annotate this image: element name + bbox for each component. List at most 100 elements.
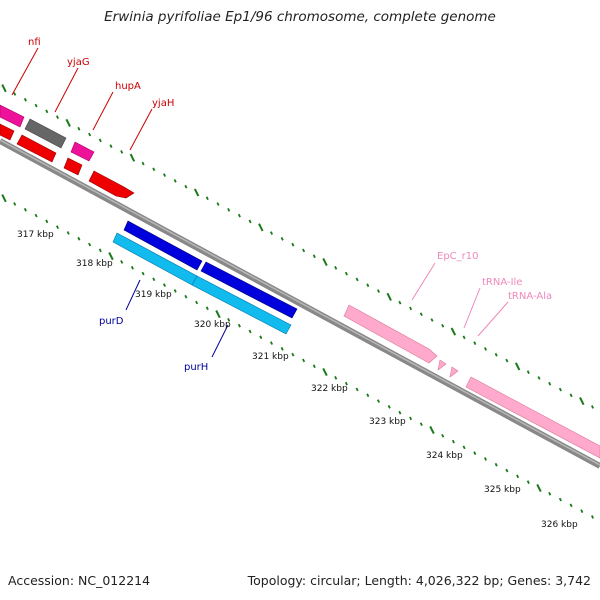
leader-purH bbox=[211, 324, 229, 358]
minor-tick bbox=[548, 491, 552, 496]
gene-blue-1[interactable] bbox=[123, 220, 203, 271]
label-EpC_r10: EpC_r10 bbox=[437, 251, 478, 262]
minor-tick bbox=[569, 393, 573, 398]
minor-tick bbox=[120, 260, 124, 264]
major-tick bbox=[579, 397, 585, 406]
major-tick bbox=[429, 425, 435, 435]
label-purD: purD bbox=[99, 316, 124, 327]
minor-tick bbox=[419, 312, 423, 317]
gene-yjaG[interactable] bbox=[24, 118, 67, 149]
minor-tick bbox=[590, 405, 595, 409]
topology-text: Topology: circular; Length: 4,026,322 bp… bbox=[247, 573, 591, 588]
minor-tick bbox=[398, 300, 402, 305]
minor-tick bbox=[451, 439, 455, 444]
minor-tick bbox=[376, 289, 381, 293]
minor-tick bbox=[227, 318, 231, 322]
minor-tick bbox=[162, 173, 167, 177]
leader-purD bbox=[125, 279, 141, 311]
minor-tick bbox=[173, 179, 177, 183]
minor-tick bbox=[430, 318, 434, 322]
gene-tRNA-Ile[interactable] bbox=[437, 359, 447, 371]
major-tick bbox=[536, 483, 542, 493]
minor-tick bbox=[66, 231, 70, 235]
minor-tick bbox=[409, 306, 413, 311]
kbp-label: 320 kbp bbox=[194, 320, 231, 330]
minor-tick bbox=[526, 370, 530, 374]
major-tick bbox=[322, 367, 328, 377]
minor-tick bbox=[280, 237, 284, 241]
minor-tick bbox=[120, 150, 124, 154]
minor-tick bbox=[441, 433, 445, 438]
gene-purH[interactable] bbox=[191, 275, 292, 335]
minor-tick bbox=[302, 358, 306, 363]
kbp-label: 325 kbp bbox=[484, 485, 521, 495]
kbp-label: 324 kbp bbox=[426, 451, 463, 461]
kbp-label: 317 kbp bbox=[17, 230, 54, 240]
gene-hupA[interactable] bbox=[70, 141, 95, 162]
gene-labels: nfi yjaG hupA yjaH purD purH EpC_r10 tRN… bbox=[28, 37, 552, 373]
major-tick bbox=[65, 118, 71, 127]
gene-nfi[interactable] bbox=[0, 104, 25, 128]
label-tRNA-Ala: tRNA-Ala bbox=[508, 291, 552, 302]
gene-red-3[interactable] bbox=[63, 157, 83, 176]
accession-text: Accession: NC_012214 bbox=[8, 573, 151, 588]
minor-tick bbox=[45, 219, 49, 224]
minor-tick bbox=[387, 405, 391, 409]
major-tick bbox=[193, 188, 200, 197]
minor-tick bbox=[248, 329, 252, 334]
minor-tick bbox=[344, 381, 348, 386]
major-tick bbox=[386, 292, 392, 301]
leader-tRNA-Ile bbox=[463, 287, 481, 329]
label-purH: purH bbox=[184, 362, 208, 373]
genome-backbone bbox=[0, 138, 600, 469]
label-nfi: nfi bbox=[28, 37, 41, 48]
gene-red-1[interactable] bbox=[0, 123, 15, 141]
minor-tick bbox=[344, 271, 348, 276]
gene-red-2[interactable] bbox=[16, 134, 57, 163]
minor-tick bbox=[34, 103, 38, 108]
minor-tick bbox=[130, 265, 134, 270]
minor-tick bbox=[216, 202, 220, 206]
minor-tick bbox=[366, 393, 370, 398]
label-yjaH: yjaH bbox=[152, 98, 174, 109]
minor-tick bbox=[23, 97, 27, 102]
minor-tick bbox=[55, 115, 60, 119]
minor-tick bbox=[312, 364, 316, 369]
gene-pink-large[interactable] bbox=[465, 376, 600, 459]
minor-tick bbox=[248, 219, 252, 224]
minor-tick bbox=[98, 138, 102, 143]
minor-tick bbox=[109, 144, 113, 148]
gene-EpC_r10[interactable] bbox=[343, 304, 438, 364]
gene-purD[interactable] bbox=[200, 261, 298, 319]
minor-tick bbox=[366, 283, 370, 288]
minor-tick bbox=[205, 196, 209, 201]
leader-tRNA-Ala bbox=[477, 301, 509, 337]
minor-tick bbox=[23, 207, 27, 212]
minor-tick bbox=[237, 213, 241, 218]
gene-tRNA-Ala[interactable] bbox=[449, 366, 459, 378]
minor-tick bbox=[483, 457, 488, 461]
minor-tick bbox=[291, 242, 295, 247]
minor-tick bbox=[462, 445, 466, 450]
minor-tick bbox=[205, 306, 209, 311]
minor-tick bbox=[505, 468, 509, 473]
minor-tick bbox=[516, 474, 520, 479]
minor-tick bbox=[558, 497, 562, 502]
leader-nfi bbox=[11, 47, 39, 96]
minor-tick bbox=[88, 242, 92, 247]
leader-EpC_r10 bbox=[411, 262, 436, 301]
minor-tick bbox=[302, 248, 306, 253]
minor-tick bbox=[34, 213, 38, 218]
minor-tick bbox=[77, 236, 81, 241]
gene-features bbox=[0, 104, 600, 459]
minor-tick bbox=[558, 387, 562, 392]
minor-tick bbox=[590, 515, 595, 519]
minor-tick bbox=[152, 277, 156, 282]
genome-backbone-highlight bbox=[0, 139, 600, 466]
gene-yjaH[interactable] bbox=[88, 170, 135, 199]
kbp-label: 319 kbp bbox=[135, 290, 172, 300]
major-tick bbox=[258, 223, 264, 232]
kbp-label: 326 kbp bbox=[541, 520, 578, 530]
kbp-labels: 317 kbp 318 kbp 319 kbp 320 kbp 321 kbp … bbox=[17, 230, 578, 530]
